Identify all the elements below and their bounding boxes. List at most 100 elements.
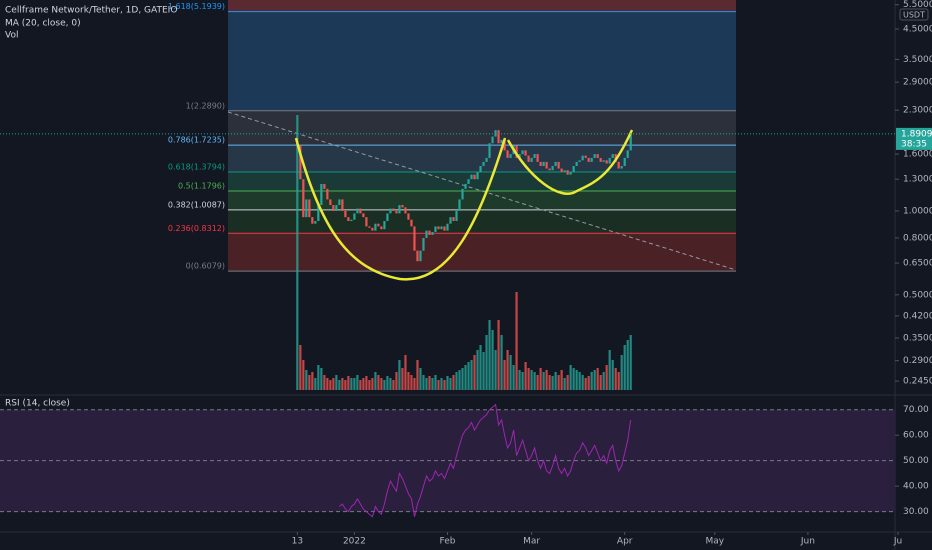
vol-indicator[interactable]: Vol — [5, 31, 18, 41]
volume-bar — [575, 370, 578, 390]
volume-bar — [401, 368, 404, 390]
candle-body — [491, 136, 494, 144]
candle-body — [383, 221, 386, 230]
volume-bar — [365, 376, 368, 390]
candle-body — [368, 226, 371, 228]
volume-bar — [299, 345, 302, 390]
volume-bar — [500, 335, 503, 390]
candle-body — [302, 179, 305, 218]
fib-label: 1(2.2890) — [186, 101, 225, 110]
volume-bar — [446, 376, 449, 390]
candle-body — [422, 237, 425, 251]
cup-curve[interactable] — [294, 137, 507, 281]
volume-bar — [566, 375, 569, 390]
volume-bar — [470, 360, 473, 390]
volume-bar — [497, 320, 500, 390]
volume-bar — [362, 378, 365, 390]
candle-body — [548, 168, 551, 171]
y-tick-label: 0.4200 — [903, 311, 932, 321]
candle-body — [569, 171, 572, 175]
y-tick-label: 2.3000 — [903, 106, 932, 116]
volume-bar — [614, 368, 617, 390]
candle-body — [347, 217, 350, 222]
volume-bar — [554, 372, 557, 390]
volume-bar — [359, 380, 362, 390]
fib-label: 0.618(1.3794) — [168, 163, 225, 172]
candle-body — [371, 227, 374, 231]
currency[interactable]: USDT — [903, 11, 925, 20]
candle-body — [626, 150, 629, 158]
volume-bar — [461, 368, 464, 390]
volume-bar — [404, 355, 407, 390]
last-price: 1.8909 — [901, 129, 932, 139]
candle-body — [362, 213, 365, 218]
ma-indicator[interactable]: MA (20, close, 0) — [5, 19, 81, 29]
x-tick-label: May — [705, 537, 724, 547]
fib-zone — [228, 172, 736, 191]
candle-body — [428, 230, 431, 235]
candle-body — [308, 199, 311, 218]
volume-bar — [326, 378, 329, 390]
volume-bar — [323, 375, 326, 390]
candle-body — [587, 157, 590, 162]
fib-zone — [228, 233, 736, 272]
y-tick-label: 2.9000 — [903, 78, 932, 88]
candle-body — [335, 205, 338, 211]
volume-bar — [335, 375, 338, 390]
volume-bar — [383, 380, 386, 390]
candle-body — [578, 160, 581, 162]
candle-body — [353, 213, 356, 220]
fib-label: 1.618(5.1939) — [168, 2, 225, 11]
candle-body — [329, 199, 332, 206]
candle-body — [401, 205, 404, 208]
volume-bar — [626, 340, 629, 390]
candle-body — [500, 139, 503, 144]
candle-body — [611, 154, 614, 158]
candle-body — [377, 223, 380, 227]
fib-label: 0.786(1.7235) — [168, 136, 225, 145]
candle-body — [431, 232, 434, 235]
currency-box[interactable] — [899, 8, 929, 21]
volume-bar — [596, 368, 599, 390]
candle-body — [509, 154, 512, 158]
volume-bar — [473, 355, 476, 390]
symbol-title[interactable]: Cellframe Network/Tether, 1D, GATEIO — [5, 6, 177, 16]
volume-bar — [590, 372, 593, 390]
y-tick-label: 1.6000 — [903, 150, 932, 160]
candle-body — [521, 150, 524, 155]
candle-body — [572, 166, 575, 172]
candle-body — [515, 145, 518, 158]
candle-body — [590, 157, 593, 162]
candle-body — [530, 157, 533, 162]
fib-zone — [228, 0, 736, 12]
candle-body — [374, 223, 377, 231]
candle-body — [545, 161, 548, 169]
volume-bar — [353, 378, 356, 390]
candle-body — [326, 188, 329, 200]
candle-body — [323, 183, 326, 189]
volume-bar — [437, 380, 440, 390]
volume-bar — [533, 372, 536, 390]
candle-body — [602, 160, 605, 162]
volume-bar — [503, 360, 506, 390]
candle-body — [455, 210, 458, 222]
volume-bar — [389, 378, 392, 390]
volume-bar — [467, 362, 470, 390]
candle-body — [380, 226, 383, 230]
fib-zone — [228, 145, 736, 173]
candle-body — [563, 170, 566, 172]
rsi-indicator[interactable]: RSI (14, close) — [5, 399, 70, 409]
x-tick-label: Feb — [440, 537, 456, 547]
volume-bar — [302, 360, 305, 390]
handle-curve[interactable] — [506, 129, 634, 195]
volume-bar — [314, 378, 317, 390]
volume-bar — [485, 335, 488, 390]
candle-body — [533, 154, 536, 158]
volume-bar — [392, 380, 395, 390]
volume-bar — [527, 368, 530, 390]
volume-bar — [584, 378, 587, 390]
candle-body — [359, 208, 362, 214]
volume-pane — [296, 115, 632, 390]
